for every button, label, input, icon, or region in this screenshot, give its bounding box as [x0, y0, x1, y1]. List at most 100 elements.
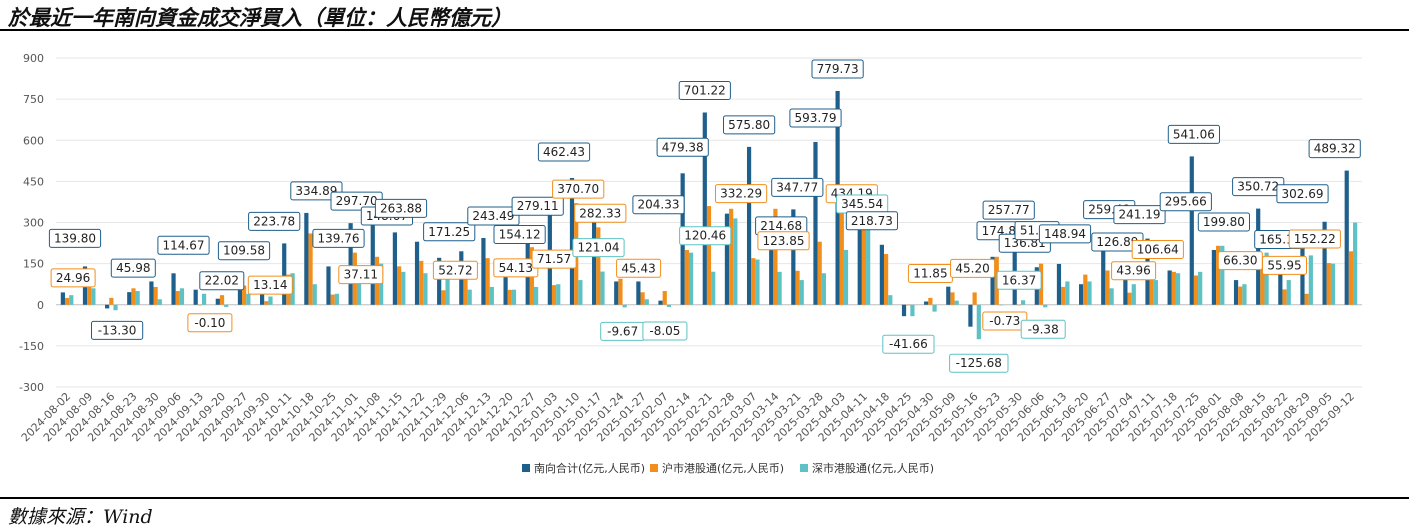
data-label-text: 204.33	[638, 198, 680, 212]
bar-sz	[179, 288, 185, 305]
bar-sz	[511, 289, 517, 305]
bar-sh	[1260, 262, 1265, 305]
bar-sh	[153, 286, 158, 305]
data-label-text: 302.69	[1282, 187, 1324, 201]
bar-sz	[224, 304, 229, 307]
data-label-text: 152.22	[1294, 232, 1336, 246]
bar-sz	[1220, 245, 1225, 305]
data-label-text: 139.80	[54, 231, 96, 245]
bar-south	[658, 300, 663, 305]
bar-south	[857, 210, 862, 305]
data-label-south: 347.77	[771, 177, 824, 197]
bar-sz	[445, 271, 450, 305]
bar-south	[901, 304, 907, 317]
bar-sz	[201, 293, 207, 305]
bar-south	[481, 237, 486, 305]
bar-sz	[334, 293, 339, 305]
data-label-text: 462.43	[543, 145, 585, 159]
data-label-south: 139.76	[312, 228, 365, 248]
bar-sz	[467, 289, 472, 305]
data-label-text: 279.11	[517, 199, 559, 213]
data-label-box	[247, 275, 293, 295]
data-label-south: 214.68	[755, 216, 808, 236]
data-label-box	[1197, 212, 1251, 232]
data-label-box	[312, 228, 365, 248]
data-label-sh: 71.57	[531, 249, 577, 269]
data-label-text: 263.88	[380, 201, 422, 215]
bar-sh	[1061, 286, 1066, 305]
bar-sz	[1021, 300, 1026, 305]
data-label-south: 243.49	[467, 206, 520, 226]
data-label-text: -0.10	[194, 316, 225, 330]
bar-south	[414, 241, 420, 305]
bar-south	[1344, 170, 1349, 305]
data-label-south: 302.69	[1276, 184, 1329, 204]
bar-sz	[578, 280, 583, 305]
data-label-sz: -9.38	[1020, 319, 1066, 339]
data-label-box	[715, 184, 768, 204]
bar-sz	[556, 284, 561, 305]
data-label-sh: 24.96	[50, 268, 96, 288]
data-label-sh: -0.73	[982, 311, 1028, 331]
data-label-south: 126.89	[1091, 232, 1144, 252]
data-label-box	[845, 211, 898, 231]
bar-south	[370, 212, 375, 305]
bar-sh	[109, 297, 114, 305]
data-label-sz: -9.67	[600, 321, 646, 341]
data-label-south: 462.43	[537, 142, 591, 162]
data-label-text: 24.96	[56, 271, 90, 285]
bar-sh	[684, 249, 689, 305]
data-label-box	[616, 258, 662, 278]
data-label-box	[1131, 240, 1184, 259]
bar-sh	[485, 258, 490, 305]
data-label-box	[338, 265, 384, 285]
data-label-text: 45.98	[116, 261, 150, 275]
bar-south	[924, 301, 929, 305]
data-label-box	[374, 198, 428, 218]
data-label-south: 479.38	[656, 137, 709, 157]
data-label-text: 106.64	[1137, 243, 1179, 257]
bar-sz	[489, 286, 494, 305]
data-label-south: 154.12	[493, 225, 546, 244]
data-label-text: 350.72	[1237, 180, 1279, 194]
data-label-sh: 332.29	[715, 184, 768, 204]
data-label-text: 489.32	[1314, 142, 1356, 156]
title-divider	[0, 29, 1409, 31]
bar-sz	[157, 299, 162, 305]
bar-south	[259, 293, 265, 305]
data-label-box	[1159, 192, 1212, 212]
bar-sh	[817, 241, 822, 305]
data-label-south: 279.11	[511, 196, 564, 216]
bar-south	[746, 146, 752, 305]
data-label-box	[771, 177, 824, 197]
data-label-text: 45.43	[621, 261, 655, 275]
data-label-text: 148.94	[1044, 227, 1086, 241]
y-tick-label: 300	[23, 217, 44, 230]
data-label-sh: 370.70	[552, 179, 605, 199]
bar-south	[1322, 221, 1327, 305]
data-label-box	[423, 222, 476, 242]
bar-sz	[1242, 284, 1247, 305]
y-tick-label: -300	[19, 381, 44, 394]
bar-sh	[330, 294, 335, 305]
chart-title: 於最近一年南向資金成交淨買入（單位：人民幣億元）	[8, 5, 512, 30]
data-label-text: 575.80	[728, 118, 770, 132]
bar-sz	[91, 288, 96, 305]
bar-sh	[640, 292, 645, 305]
data-label-text: 139.76	[318, 231, 360, 245]
bar-south	[149, 281, 154, 305]
data-label-text: 54.13	[499, 261, 533, 275]
data-label-box	[48, 228, 102, 248]
bar-sz	[1286, 280, 1291, 305]
bar-sh	[596, 227, 601, 305]
data-label-text: 11.85	[913, 267, 947, 281]
bar-sh	[1348, 251, 1354, 305]
bar-sz	[954, 300, 959, 305]
data-label-south: 171.25	[423, 222, 476, 242]
bar-south	[127, 292, 132, 305]
y-tick-label: -150	[19, 340, 44, 353]
bar-sz	[1330, 263, 1336, 305]
bar-south	[879, 244, 884, 305]
bar-sz	[932, 304, 937, 312]
bar-sh	[1193, 275, 1199, 305]
